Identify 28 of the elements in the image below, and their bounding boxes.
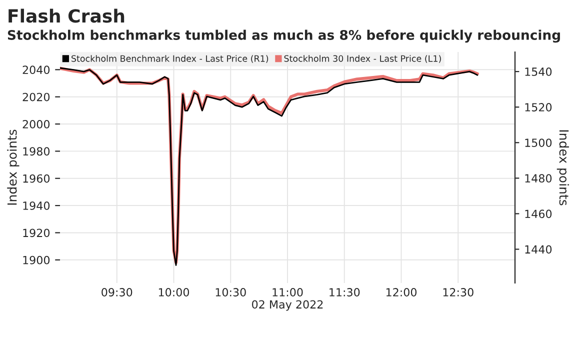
x-tick-label: 10:30: [216, 288, 246, 296]
y-axis-title: Index points: [7, 130, 20, 205]
x-tick-label: 12:30: [443, 288, 474, 296]
legend-label: Stockholm Benchmark Index - Last Price (R1): [72, 55, 268, 63]
x-tick-label: 09:30: [102, 288, 132, 296]
y-tick-label: 1900: [23, 256, 50, 264]
y-tick-label: 1960: [23, 174, 50, 183]
y-tick-label: 1920: [23, 228, 50, 238]
x-tick-label: 10:00: [158, 288, 190, 296]
y2-tick-label: 1500: [525, 138, 552, 147]
y2-tick-label: 1520: [525, 103, 552, 112]
chart-title: Flash Crash: [8, 8, 124, 23]
x-tick-label: 12:00: [386, 288, 417, 296]
y2-axis-title: Index points: [556, 130, 569, 206]
y2-tick-label: 1540: [525, 68, 552, 76]
y-tick-label: 2000: [22, 120, 50, 128]
legend-label: Stockholm 30 Index - Last Price (L1): [284, 55, 441, 63]
y2-tick-label: 1480: [525, 174, 552, 183]
y2-tick-label: 1460: [525, 210, 552, 218]
x-tick-label: 11:30: [330, 288, 360, 296]
y-tick-label: 1940: [23, 202, 50, 210]
x-axis-title: 02 May 2022: [252, 300, 323, 311]
y-tick-label: 2040: [22, 66, 50, 74]
y-tick-label: 2020: [22, 92, 50, 102]
y-tick-label: 1980: [23, 147, 50, 156]
y2-tick-label: 1440: [525, 245, 552, 254]
chart-subtitle: Stockholm benchmarks tumbled as much as 8% before quickly rebouncing: [8, 30, 560, 43]
x-tick-label: 11:00: [272, 288, 303, 296]
